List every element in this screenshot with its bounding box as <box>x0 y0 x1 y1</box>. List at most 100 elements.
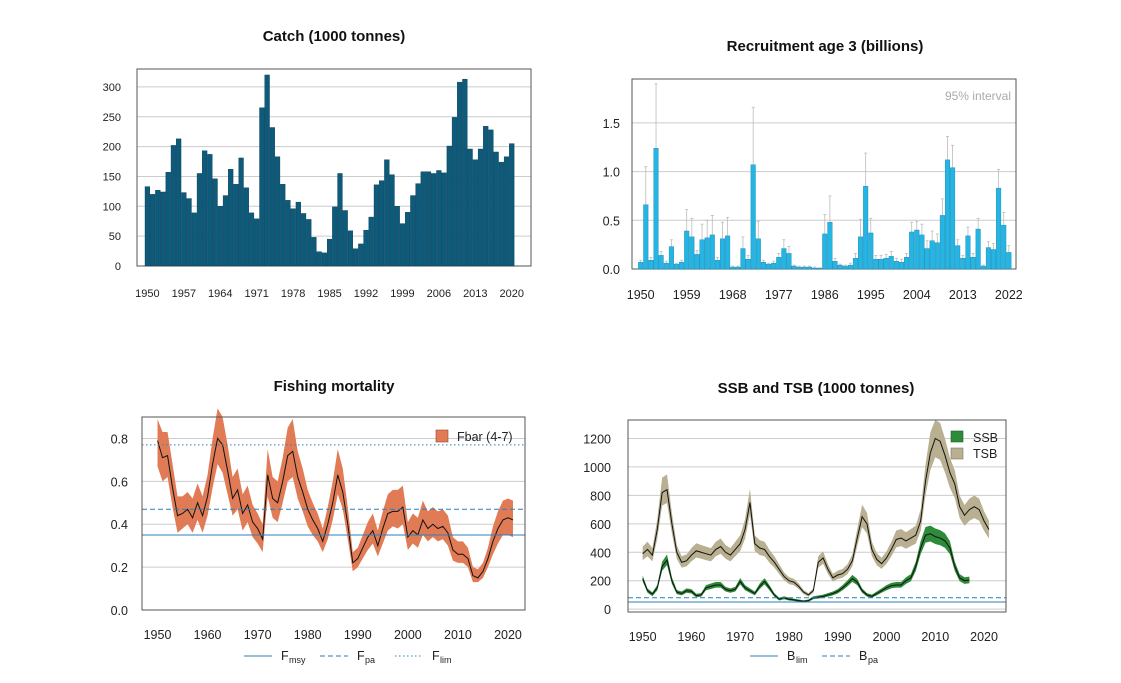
catch-bar <box>165 172 171 267</box>
catch-bar <box>150 194 156 267</box>
catch-bar <box>332 206 338 267</box>
recruitment-bar <box>822 233 828 270</box>
ssb-line <box>642 533 970 602</box>
recruitment-bar <box>648 260 654 270</box>
recruitment-bar <box>673 263 679 270</box>
biomass-y-tick: 400 <box>590 546 611 560</box>
catch-x-tick: 1978 <box>281 288 305 300</box>
catch-bar <box>259 107 265 267</box>
recruitment-bar <box>679 261 685 270</box>
biomass-x-tick: 1990 <box>824 630 852 644</box>
catch-bar <box>155 189 161 267</box>
fishing-mortality-x-tick: 2020 <box>494 628 522 642</box>
catch-bar <box>144 186 151 267</box>
recruitment-bar <box>709 234 715 270</box>
catch-bar <box>410 195 416 267</box>
catch-bar <box>196 173 203 267</box>
catch-bar <box>264 74 270 267</box>
recruitment-bar <box>791 265 797 270</box>
catch-bar <box>326 238 333 267</box>
recruitment-bar <box>985 247 991 270</box>
catch-bar <box>384 159 390 267</box>
bottom-legend-sub: pa <box>868 655 878 665</box>
recruitment-bar <box>991 249 997 270</box>
catch-bar <box>181 192 187 267</box>
recruitment-bar <box>796 266 802 270</box>
recruitment-bar <box>950 167 956 270</box>
recruitment-bar <box>960 258 966 270</box>
recruitment-interval-note: 95% interval <box>945 89 1011 103</box>
recruitment-bar <box>740 248 746 270</box>
fbar-legend-label: Fbar (4-7) <box>457 430 513 444</box>
catch-bar <box>269 127 275 267</box>
catch-bar <box>202 150 208 267</box>
recruitment-bar <box>929 240 935 270</box>
recruitment-bar <box>832 261 838 270</box>
recruitment-bar <box>730 266 736 270</box>
recruitment-bar <box>806 266 812 270</box>
fishing-mortality-y-tick: 0.2 <box>111 561 128 575</box>
catch-bar <box>347 230 353 267</box>
catch-bar <box>483 126 489 267</box>
catch-bar <box>254 218 260 267</box>
catch-bar <box>394 206 400 267</box>
recruitment-bar <box>638 261 644 270</box>
recruitment-bar <box>812 267 818 270</box>
catch-bar <box>488 129 494 267</box>
catch-bar <box>420 171 426 267</box>
recruitment-bar <box>996 187 1002 270</box>
biomass-x-tick: 1980 <box>775 630 803 644</box>
bottom-legend-main: F <box>432 649 440 663</box>
recruitment-y-tick: 1.5 <box>603 117 620 131</box>
catch-bar <box>498 161 504 267</box>
recruitment-bar <box>663 262 669 270</box>
tsb-legend-label: TSB <box>973 447 997 461</box>
catch-bar <box>212 178 218 267</box>
catch-y-tick: 100 <box>103 201 121 213</box>
catch-bar <box>295 201 301 267</box>
fishing-mortality-y-tick: 0.8 <box>111 432 128 446</box>
catch-bar <box>467 148 473 267</box>
recruitment-bar <box>725 235 731 270</box>
recruitment-bar <box>868 232 874 270</box>
recruitment-bar <box>919 234 925 270</box>
recruitment-x-tick: 2022 <box>995 288 1023 302</box>
catch-x-tick: 1971 <box>244 288 268 300</box>
catch-y-tick: 200 <box>103 142 121 154</box>
recruitment-bar <box>643 204 649 270</box>
catch-title: Catch (1000 tonnes) <box>263 28 406 45</box>
recruitment-bar <box>975 228 981 270</box>
fishing-mortality-y-tick: 0.0 <box>111 604 128 618</box>
recruitment-x-tick: 1977 <box>765 288 793 302</box>
recruitment-bar <box>883 258 889 270</box>
recruitment-bar <box>776 257 782 270</box>
recruitment-bar <box>837 264 843 270</box>
recruitment-bar <box>939 215 945 270</box>
bottom-legend-main: B <box>787 649 795 663</box>
biomass-y-tick: 200 <box>590 575 611 589</box>
catch-bar <box>248 212 255 267</box>
tsb-confidence-band <box>642 420 989 597</box>
recruitment-bar <box>904 257 910 270</box>
recruitment-x-tick: 1968 <box>719 288 747 302</box>
recruitment-bar <box>704 237 710 270</box>
recruitment-bar <box>668 246 674 270</box>
recruitment-bar <box>858 236 864 270</box>
catch-bar <box>472 159 478 267</box>
fbar-confidence-band <box>157 408 513 583</box>
catch-bar <box>222 195 229 267</box>
biomass-y-tick: 0 <box>604 603 611 617</box>
catch-y-tick: 0 <box>115 261 121 273</box>
catch-bar <box>358 243 364 267</box>
fishing-mortality-x-tick: 1990 <box>344 628 372 642</box>
biomass-x-tick: 2010 <box>921 630 949 644</box>
catch-bar <box>176 138 182 267</box>
fishing-mortality-title: Fishing mortality <box>274 378 396 395</box>
recruitment-bar <box>888 256 894 270</box>
catch-y-tick: 300 <box>103 82 121 94</box>
recruitment-x-tick: 2013 <box>949 288 977 302</box>
recruitment-bar <box>653 147 659 270</box>
catch-bar <box>503 156 510 267</box>
